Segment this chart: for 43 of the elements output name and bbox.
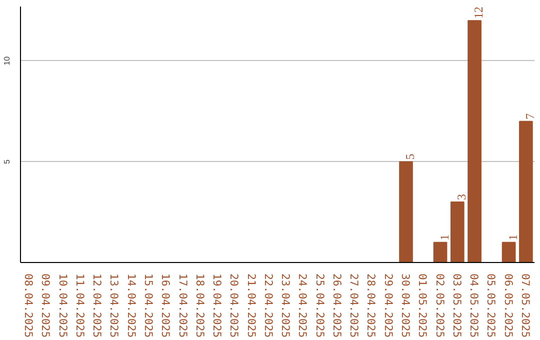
x-tick-label: 17.04.2025: [176, 274, 190, 338]
bar: [399, 161, 413, 262]
bar: [502, 242, 516, 262]
x-tick-label: 13.04.2025: [108, 274, 121, 338]
x-tick-label: 02.05.2025: [433, 274, 446, 338]
x-tick-label: 26.04.2025: [330, 274, 344, 338]
x-tick-label: 28.04.2025: [364, 274, 378, 338]
x-tick-label: 09.04.2025: [39, 274, 52, 338]
y-tick-label: 10: [2, 56, 12, 66]
bar: [468, 20, 482, 262]
x-tick-label: 24.04.2025: [296, 274, 310, 338]
x-tick-label: 11.04.2025: [73, 274, 86, 338]
x-tick-label: 01.05.2025: [416, 274, 430, 338]
x-tick-label: 30.04.2025: [399, 274, 412, 338]
bar: [433, 242, 448, 262]
x-tick-label: 29.04.2025: [382, 274, 395, 338]
x-tick-label: 21.04.2025: [244, 274, 258, 338]
data-label: 12: [472, 6, 486, 19]
x-tick-label: 14.04.2025: [124, 274, 138, 338]
bar: [519, 120, 533, 262]
x-tick-label: 03.05.2025: [450, 274, 464, 338]
x-tick-label: 22.04.2025: [262, 274, 275, 338]
x-tick-label: 19.04.2025: [210, 274, 224, 338]
x-tick-label: 04.05.2025: [468, 274, 481, 338]
data-label: 1: [437, 234, 452, 240]
data-label: 7: [522, 113, 537, 120]
x-tick-label: 06.05.2025: [502, 274, 515, 338]
x-tick-label: 27.04.2025: [348, 274, 361, 338]
x-tick-label: 23.04.2025: [279, 274, 292, 338]
x-tick-label: 08.04.2025: [22, 274, 36, 338]
x-tick-label: 12.04.2025: [90, 274, 104, 338]
x-tick-label: 05.05.2025: [484, 274, 498, 338]
x-tick-label: 15.04.2025: [142, 274, 155, 338]
data-label: 1: [506, 234, 520, 240]
data-label: 5: [403, 154, 417, 160]
data-label: 3: [454, 194, 468, 200]
x-tick-label: 10.04.2025: [56, 274, 70, 338]
x-tick-label: 07.05.2025: [518, 274, 532, 338]
x-tick-label: 25.04.2025: [313, 274, 326, 338]
x-tick-label: 20.04.2025: [228, 274, 241, 338]
x-tick-label: 18.04.2025: [193, 274, 206, 338]
x-tick-label: 16.04.2025: [159, 274, 172, 338]
bar: [450, 202, 464, 262]
